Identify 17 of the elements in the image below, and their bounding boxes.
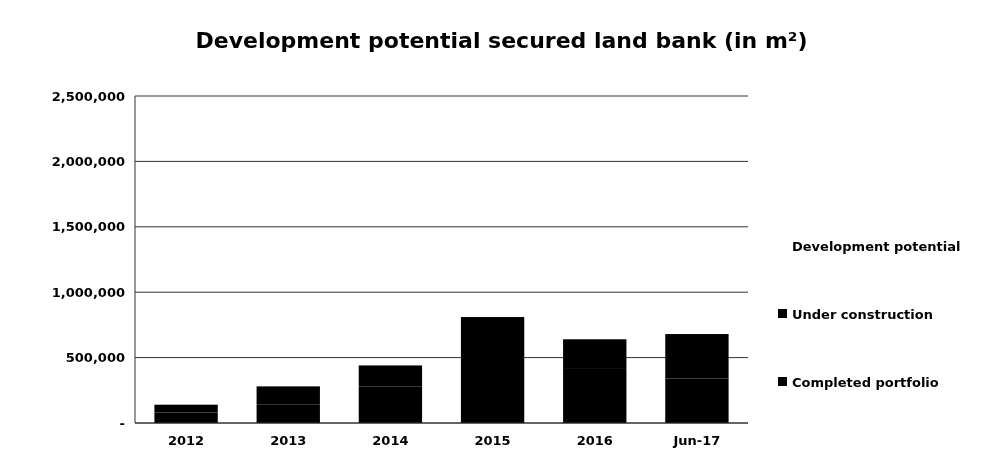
x-tick-label: 2016 (576, 433, 613, 448)
x-tick-label: 2015 (474, 433, 511, 448)
legend-label: Under construction (792, 306, 933, 322)
x-tick-label: 2013 (270, 433, 307, 448)
y-tick-label: 1,000,000 (51, 284, 125, 300)
y-tick-label: 1,500,000 (51, 219, 125, 235)
bar (460, 317, 525, 423)
y-tick-label: - (119, 415, 125, 431)
y-tick-label: 2,500,000 (51, 88, 125, 104)
y-tick-label: 500,000 (65, 350, 125, 366)
chart-title: Development potential secured land bank (in m²) (195, 28, 808, 53)
y-tick-label: 2,000,000 (51, 153, 125, 169)
x-tick-label: 2014 (372, 433, 409, 448)
text: Development potential (792, 238, 961, 254)
x-tick-label: 2012 (167, 433, 205, 448)
legend-label: Completed portfolio (792, 374, 939, 390)
x-tick-label: Jun-17 (672, 433, 721, 448)
